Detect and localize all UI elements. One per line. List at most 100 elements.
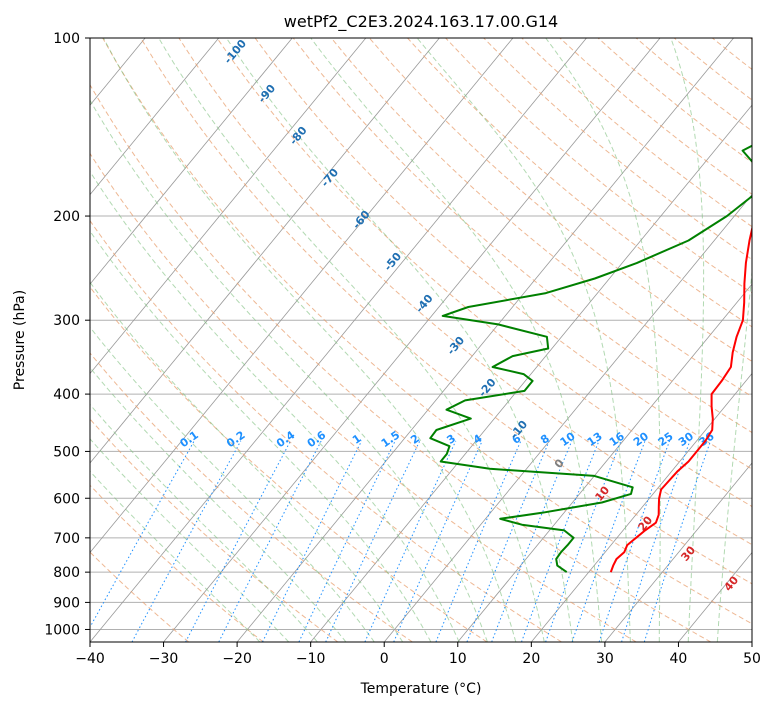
mixing-ratio-line (364, 440, 457, 642)
y-axis-ticks: 100 200 300 400 500 600 700 800 900 1000 (44, 31, 90, 638)
sounding-profiles (429, 144, 752, 573)
x-tick-label: −10 (296, 651, 326, 667)
mixing-ratio-line (90, 440, 195, 629)
x-tick-label: 40 (670, 651, 688, 667)
isotherm-line (90, 38, 514, 554)
isotherm-line (90, 38, 367, 375)
dry-adiabat (90, 352, 413, 642)
dry-adiabat (140, 38, 752, 585)
x-tick-label: −30 (149, 651, 179, 667)
x-axis-label: Temperature (°C) (360, 681, 482, 697)
dry-adiabat (90, 152, 637, 642)
moist-adiabat (90, 326, 375, 642)
dry-adiabat (90, 484, 264, 642)
isotherm-line (604, 462, 752, 642)
dry-adiabat-label: -80 (287, 124, 310, 148)
isotherm-line (457, 283, 752, 642)
dry-adiabat (216, 38, 752, 508)
x-tick-label: 20 (522, 651, 540, 667)
mixing-ratio-label: 16 (607, 429, 627, 449)
dry-adiabat-label: -100 (221, 37, 249, 67)
dry-adiabat (711, 38, 752, 71)
moist-adiabat (670, 38, 705, 642)
isotherm-grid (90, 38, 752, 642)
mixing-ratio-line (325, 440, 421, 642)
mixing-ratio-line (643, 440, 712, 642)
y-tick-label: 700 (53, 531, 80, 547)
moist-adiabat (90, 230, 432, 642)
dry-adiabat (254, 38, 752, 470)
moist-adiabat (416, 38, 631, 642)
mixing-ratio-label: 20 (631, 429, 651, 449)
dry-adiabat (750, 38, 752, 40)
mixing-ratio-line (545, 440, 622, 642)
y-tick-label: 200 (53, 209, 80, 225)
mixing-ratio-line (262, 440, 363, 642)
x-tick-label: 50 (743, 651, 761, 667)
y-tick-label: 100 (53, 31, 80, 47)
dewpoint-profile-line (429, 144, 752, 573)
isotherm-line (90, 38, 220, 196)
y-tick-label: 300 (53, 313, 80, 329)
dry-adiabat (178, 38, 752, 546)
moist-adiabat (225, 38, 574, 642)
mixing-ratio-line (185, 440, 292, 642)
x-tick-label: −40 (75, 651, 105, 667)
plot-frame (89, 37, 753, 643)
dry-adiabat (292, 38, 752, 434)
mixing-ratio-line (571, 440, 646, 642)
y-tick-label: 500 (53, 444, 80, 460)
isotherm-line (236, 38, 734, 642)
moist-adiabats (90, 38, 752, 642)
dry-adiabat (559, 38, 752, 195)
mixing-ratio-label: 1.5 (379, 428, 402, 450)
isotherm-line (531, 372, 752, 642)
temperature-profile-line (609, 224, 752, 573)
y-tick-label: 400 (53, 387, 80, 403)
dry-adiabat (90, 286, 488, 642)
dry-adiabats (90, 38, 752, 642)
moist-adiabat (716, 267, 752, 642)
moist-adiabat (545, 38, 661, 642)
mixing-ratio-label: 25 (656, 430, 676, 449)
isotherm-line (751, 641, 752, 642)
dry-adiabat-label: -50 (381, 250, 404, 274)
x-tick-label: 30 (596, 651, 614, 667)
dry-adiabat (102, 38, 752, 625)
mixing-ratio-lines (90, 440, 712, 642)
x-axis-ticks: −40 −30 −20 −10 0 10 20 30 40 50 (75, 642, 761, 667)
dry-adiabat-label: -90 (255, 82, 278, 106)
dry-adiabat (369, 38, 752, 362)
x-tick-label: 0 (380, 651, 389, 667)
mixing-ratio-label: 8 (538, 432, 552, 447)
mixing-ratio-line (298, 440, 396, 642)
y-tick-label: 800 (53, 565, 80, 581)
moist-adiabat (90, 438, 290, 642)
plot-area: 0.1 0.2 0.4 0.6 1 1.5 2 3 4 6 8 10 13 16 20 25 30 36-100-… (90, 37, 752, 642)
isotherm-line (383, 193, 752, 642)
dry-adiabat-label: -40 (413, 292, 436, 316)
moist-adiabat (102, 38, 517, 642)
moist-adiabat (90, 281, 404, 642)
isotherm-line (90, 38, 587, 642)
dry-adiabat (407, 38, 752, 328)
isotherm-line (310, 104, 752, 642)
dry-adiabat-label: -70 (318, 166, 341, 190)
moist-adiabat-label: 30 (678, 543, 698, 563)
dry-adiabat (521, 38, 752, 228)
dry-adiabat (90, 418, 339, 642)
y-tick-label: 600 (53, 491, 80, 507)
chart-title: wetPf2_C2E3.2024.163.17.00.G14 (284, 12, 558, 32)
moist-adiabat (90, 366, 347, 642)
dry-adiabat (445, 38, 752, 294)
mixing-ratio-label: 0.1 (177, 428, 200, 450)
mixing-ratio-line (393, 440, 483, 642)
dry-adiabat (90, 219, 562, 642)
dry-adiabat (330, 38, 752, 398)
isotherm-line (90, 38, 440, 464)
x-tick-label: −20 (222, 651, 252, 667)
moist-adiabat (90, 470, 261, 642)
y-tick-label: 1000 (44, 622, 80, 638)
mixing-ratio-label: 0.2 (224, 428, 247, 450)
